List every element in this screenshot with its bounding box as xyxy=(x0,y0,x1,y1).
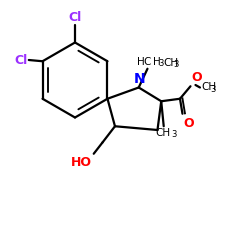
Text: Cl: Cl xyxy=(68,11,82,24)
Text: 3: 3 xyxy=(174,60,179,69)
Text: 3: 3 xyxy=(172,130,177,139)
Text: O: O xyxy=(192,71,202,84)
Text: CH: CH xyxy=(201,82,216,92)
Text: 3: 3 xyxy=(210,84,216,94)
Text: CH: CH xyxy=(163,58,178,68)
Text: Cl: Cl xyxy=(14,54,28,66)
Text: N: N xyxy=(134,72,145,86)
Text: 3: 3 xyxy=(158,60,164,68)
Text: H: H xyxy=(153,57,161,67)
Text: C: C xyxy=(144,57,151,67)
Text: CH: CH xyxy=(155,128,170,138)
Text: O: O xyxy=(184,117,194,130)
Text: HO: HO xyxy=(71,156,92,169)
Text: H: H xyxy=(137,57,144,67)
